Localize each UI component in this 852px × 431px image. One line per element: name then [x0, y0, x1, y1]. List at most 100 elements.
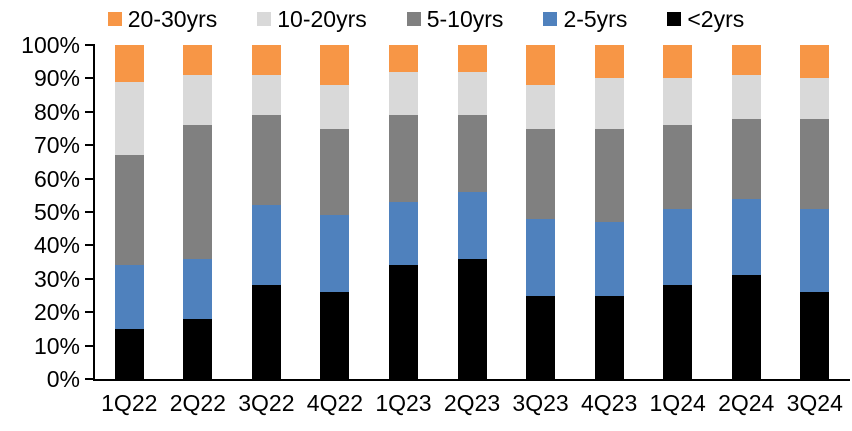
bar-1Q22: [114, 45, 144, 379]
bar-segment: [800, 78, 830, 119]
bar-segment: [594, 78, 624, 129]
legend-label: 20-30yrs: [127, 6, 218, 32]
bar-segment: [663, 45, 693, 79]
bar-segment: [388, 265, 418, 379]
x-axis-label: 3Q24: [786, 390, 843, 416]
x-axis-label: 3Q22: [238, 390, 295, 416]
bar-slot: [164, 45, 233, 379]
legend-swatch-icon: [667, 12, 682, 26]
bar-segment: [663, 208, 693, 286]
bar-segment: [388, 71, 418, 116]
y-axis-label: 10%: [33, 332, 80, 359]
bar-segment: [800, 292, 830, 379]
legend-item: 10-20yrs: [257, 6, 367, 32]
bar-segment: [320, 215, 350, 293]
legend-swatch-icon: [257, 12, 272, 26]
bar-segment: [663, 78, 693, 126]
bar-segment: [251, 115, 281, 206]
y-axis-tick: [85, 211, 95, 213]
bar-segment: [251, 205, 281, 286]
y-axis-label: 50%: [33, 199, 80, 225]
x-axis-line: [93, 379, 850, 381]
bar-segment: [800, 208, 830, 293]
bar-4Q23: [594, 45, 624, 379]
y-axis-tick: [85, 144, 95, 147]
bar-segment: [388, 115, 418, 202]
x-axis-label: 2Q23: [443, 390, 501, 416]
y-axis-label: 60%: [33, 165, 80, 192]
y-axis-tick: [85, 277, 95, 280]
bar-slot: [369, 45, 438, 379]
y-axis-tick: [85, 244, 95, 247]
x-axis-label: 1Q24: [649, 390, 706, 416]
bar-slot: [506, 45, 575, 379]
y-axis-tick: [85, 311, 95, 314]
y-axis-tick: [85, 110, 95, 113]
bar-segment: [183, 45, 213, 76]
plot-area: [95, 45, 849, 379]
bar-segment: [388, 202, 418, 266]
bar-2Q22: [183, 45, 213, 379]
bar-segment: [526, 45, 556, 86]
bar-segment: [183, 318, 213, 379]
x-axis-label: 4Q22: [306, 390, 364, 416]
y-axis-label: 0%: [46, 366, 80, 392]
bar-slot: [95, 45, 164, 379]
y-axis-label: 100%: [21, 32, 80, 58]
bar-segment: [183, 258, 213, 319]
bar-segment: [731, 45, 761, 76]
bar-4Q22: [320, 45, 350, 379]
y-axis-label: 90%: [33, 65, 80, 92]
y-axis-tick: [85, 44, 95, 46]
bar-1Q24: [663, 45, 693, 379]
y-axis-tick: [85, 344, 95, 347]
bar-segment: [320, 292, 350, 379]
bar-segment: [526, 218, 556, 296]
bar-segment: [731, 118, 761, 199]
bar-slot: [780, 45, 849, 379]
x-axis-label: 2Q22: [169, 390, 226, 416]
legend-swatch-icon: [543, 12, 558, 26]
bar-segment: [800, 118, 830, 209]
bar-segment: [114, 81, 144, 156]
bar-segment: [320, 45, 350, 86]
bar-segment: [526, 85, 556, 129]
bar-segment: [663, 125, 693, 209]
bar-segment: [457, 258, 487, 379]
bar-segment: [594, 128, 624, 223]
bar-segment: [251, 75, 281, 116]
bar-segment: [594, 45, 624, 79]
bar-segment: [457, 115, 487, 192]
legend-swatch-icon: [107, 12, 122, 26]
x-axis-label: 3Q23: [512, 390, 569, 416]
legend-swatch-icon: [406, 12, 421, 26]
legend-label: <2yrs: [687, 6, 745, 32]
legend-item: 5-10yrs: [406, 6, 503, 32]
y-axis-label: 80%: [33, 98, 80, 125]
y-axis-label: 30%: [33, 265, 80, 292]
bar-segment: [526, 128, 556, 219]
bar-segment: [663, 285, 693, 379]
bar-segment: [731, 275, 761, 379]
legend-label: 2-5yrs: [563, 6, 628, 32]
x-axis-label: 2Q24: [718, 390, 775, 416]
bar-slot: [575, 45, 644, 379]
legend-item: <2yrs: [667, 6, 744, 32]
legend-label: 10-20yrs: [277, 6, 367, 32]
bar-slot: [232, 45, 301, 379]
bar-2Q24: [731, 45, 761, 379]
y-axis-tick: [85, 378, 95, 380]
bar-segment: [320, 85, 350, 129]
y-axis-label: 70%: [33, 132, 80, 159]
legend-item: 2-5yrs: [543, 6, 627, 32]
bar-segment: [457, 191, 487, 259]
bar-segment: [731, 75, 761, 119]
bar-segment: [526, 295, 556, 379]
chart-legend: 20-30yrs 10-20yrs 5-10yrs 2-5yrs <2yrs: [0, 6, 852, 32]
bar-2Q23: [457, 45, 487, 379]
bar-segment: [731, 198, 761, 276]
x-axis-label: 1Q23: [375, 390, 432, 416]
bar-segment: [457, 45, 487, 72]
x-axis-label: 4Q23: [580, 390, 638, 416]
